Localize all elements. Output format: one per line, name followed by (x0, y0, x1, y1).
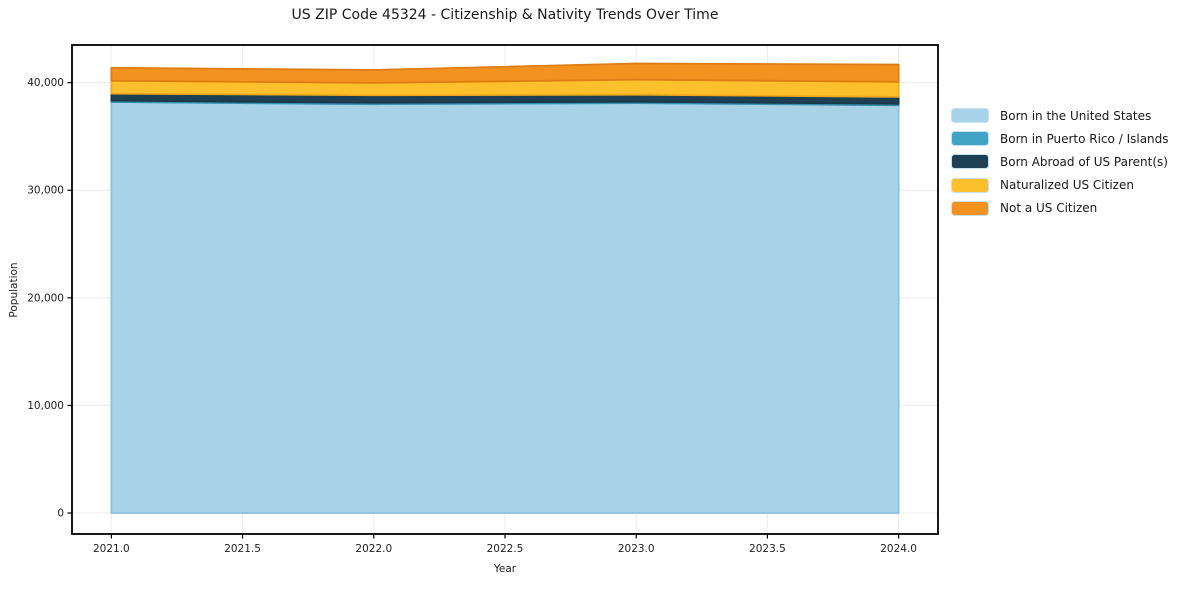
y-tick-label: 20,000 (27, 292, 64, 304)
legend-item: Naturalized US Citizen (952, 174, 1169, 197)
chart-title: US ZIP Code 45324 - Citizenship & Nativi… (291, 7, 719, 23)
area-layer (110, 62, 900, 84)
x-tick-label: 2022.5 (487, 543, 524, 555)
y-tick-label: 10,000 (27, 400, 64, 412)
legend-item-label: Born in Puerto Rico / Islands (1000, 131, 1169, 146)
legend-swatch (952, 178, 988, 192)
legend-swatch (952, 132, 988, 146)
legend-swatch (952, 109, 988, 123)
legend-item: Born in the United States (952, 104, 1169, 127)
legend-item: Born in Puerto Rico / Islands (952, 127, 1169, 150)
legend-swatch (952, 201, 988, 215)
x-tick-label: 2022.0 (355, 543, 392, 555)
y-axis-label: Population (8, 262, 20, 318)
legend-item-label: Born in the United States (1000, 108, 1152, 123)
y-tick-label: 40,000 (27, 77, 64, 89)
x-tick-label: 2023.0 (618, 543, 655, 555)
x-tick-label: 2024.0 (880, 543, 917, 555)
legend-item-label: Naturalized US Citizen (1000, 178, 1134, 193)
legend-item-label: Not a US Citizen (1000, 201, 1098, 216)
y-tick-label: 30,000 (27, 185, 64, 197)
x-tick-label: 2021.0 (93, 543, 130, 555)
x-tick-label: 2023.5 (749, 543, 786, 555)
x-tick-label: 2021.5 (224, 543, 261, 555)
area-layer (110, 101, 900, 514)
legend-item-label: Born Abroad of US Parent(s) (1000, 154, 1168, 169)
legend-item: Born Abroad of US Parent(s) (952, 150, 1169, 173)
x-axis-label: Year (493, 563, 517, 575)
legend-swatch (952, 155, 988, 169)
legend: Born in the United States Born in Puerto… (952, 104, 1169, 220)
y-tick-label: 0 (57, 508, 64, 520)
legend-item: Not a US Citizen (952, 197, 1169, 220)
